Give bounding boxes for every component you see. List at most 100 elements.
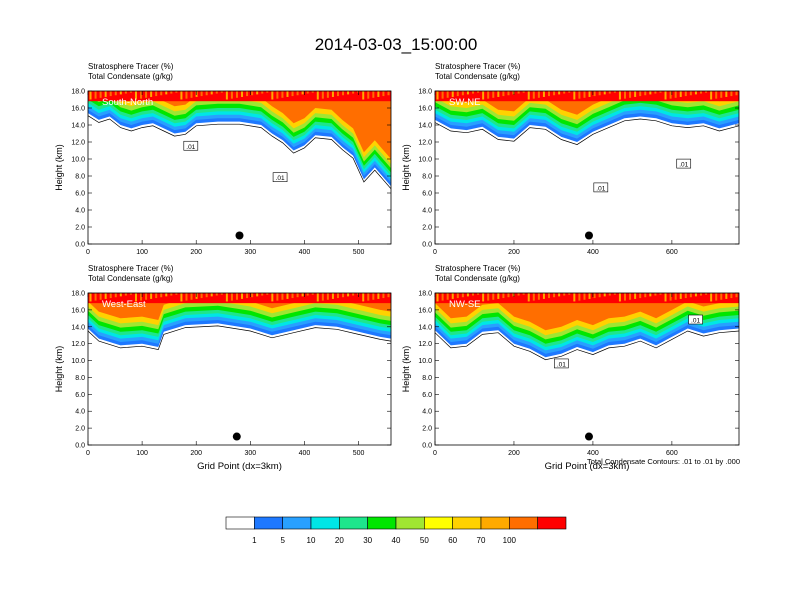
main-title: 2014-03-03_15:00:00	[315, 35, 478, 54]
contour-label-text: .01	[557, 361, 566, 368]
y-tick-label: 0.0	[75, 242, 85, 249]
location-marker	[584, 231, 593, 240]
contour-label: .01	[676, 158, 692, 169]
colorbar-swatch	[424, 516, 453, 530]
y-tick-label: 0.0	[422, 443, 432, 450]
colorbar-swatch	[509, 516, 538, 530]
y-tick-label: 0.0	[75, 443, 85, 450]
y-tick-label: 16.0	[418, 307, 432, 314]
colorbar-swatch	[339, 516, 368, 530]
y-tick-label: 18.0	[71, 291, 85, 298]
y-tick-label: 8.0	[75, 174, 85, 181]
panel-label: NW-SE	[449, 299, 481, 310]
tracer-field	[88, 91, 391, 190]
x-tick-label: 200	[190, 249, 202, 256]
y-tick-label: 10.0	[71, 358, 85, 365]
contour-label: .01	[688, 314, 703, 325]
y-tick-label: 18.0	[418, 291, 432, 298]
y-tick-label: 10.0	[71, 157, 85, 164]
y-tick-label: 4.0	[422, 208, 432, 215]
colorbar-label: 20	[335, 536, 344, 545]
x-tick-label: 0	[86, 450, 90, 457]
y-tick-label: 2.0	[422, 225, 432, 232]
colorbar-swatch	[537, 516, 567, 530]
contour-label-box	[183, 140, 199, 151]
tracer-field	[435, 293, 739, 361]
contour-label-text: .01	[276, 175, 285, 182]
condensate-contour	[435, 330, 739, 361]
panel-west-east: 0.0 2.0 4.0 6.0 8.0 10.0 12.0 14.0 16.0 18.0 0 100 2…	[54, 264, 392, 472]
colorbar-labels: 1 5 10 20 30 40 50 60 70 100	[252, 536, 516, 545]
panel-heading-condensate: Total Condensate (g/kg)	[88, 72, 173, 81]
condensate-contour	[435, 118, 739, 145]
y-tick-label: 16.0	[71, 106, 85, 113]
x-tick-label: 200	[508, 249, 520, 256]
y-tick-label: 14.0	[418, 123, 432, 130]
plot-frame	[87, 292, 392, 446]
colorbar-swatch	[225, 516, 255, 530]
panel-nw-se: .01 .01 0.0 2.0 4.0 6.0 8.0 10.0 12.0 14.0 16.0 18.…	[401, 264, 740, 472]
colorbar-swatch	[282, 516, 312, 530]
x-tick-label: 400	[299, 249, 311, 256]
tracer-band	[88, 91, 391, 165]
y-tick-label: 12.0	[418, 341, 432, 348]
panels: .01 .01 0.0 2.0 4.0 6.0 8.0 10.0 12.0 14.0 16.0 18.…	[54, 62, 740, 472]
tracer-band-top	[88, 91, 391, 102]
panel-label: South-North	[102, 97, 153, 108]
colorbar-label: 100	[503, 536, 517, 545]
contour-label-text: .01	[596, 185, 605, 192]
y-axis-label: Height (km)	[54, 346, 64, 393]
y-tick-label: 4.0	[422, 409, 432, 416]
y-tick-label: 8.0	[422, 174, 432, 181]
location-marker	[232, 432, 241, 441]
y-tick-label: 12.0	[71, 140, 85, 147]
y-tick-label: 2.0	[422, 426, 432, 433]
colorbar-label: 50	[420, 536, 429, 545]
location-marker	[584, 432, 593, 441]
colorbar-swatch	[310, 516, 340, 530]
y-tick-label: 6.0	[75, 392, 85, 399]
y-tick-label: 0.0	[422, 242, 432, 249]
y-tick-label: 16.0	[418, 106, 432, 113]
y-tick-label: 2.0	[75, 426, 85, 433]
panel-heading-condensate: Total Condensate (g/kg)	[435, 72, 520, 81]
contour-label-box	[554, 358, 569, 369]
tracer-band-top	[435, 91, 739, 102]
panel-heading-tracer: Stratosphere Tracer (%)	[435, 62, 521, 71]
y-tick-label: 12.0	[71, 341, 85, 348]
colorbar-swatch	[367, 516, 397, 530]
panel-heading-tracer: Stratosphere Tracer (%)	[88, 264, 174, 273]
x-tick-label: 200	[508, 450, 520, 457]
panel-heading-tracer: Stratosphere Tracer (%)	[435, 264, 521, 273]
panel-sw-ne: .01 .01 0.0 2.0 4.0 6.0 8.0 10.0 12.0 14.0 16.0 18.…	[401, 62, 740, 256]
colorbar-swatch	[254, 516, 283, 530]
y-axis-label: Height (km)	[401, 144, 411, 191]
contour-label-text: .01	[679, 162, 688, 169]
y-tick-label: 2.0	[75, 225, 85, 232]
y-axis-label: Height (km)	[54, 144, 64, 191]
panel-label: SW-NE	[449, 97, 481, 108]
y-tick-label: 10.0	[418, 157, 432, 164]
x-tick-label: 0	[433, 450, 437, 457]
x-tick-label: 400	[299, 450, 311, 457]
contour-note: Total Condensate Contours: .01 to .01 by…	[587, 457, 740, 466]
condensate-contour	[88, 115, 391, 190]
tracer-field	[88, 293, 391, 351]
x-tick-label: 100	[136, 249, 148, 256]
condensate-contour	[88, 325, 391, 351]
y-tick-label: 6.0	[422, 191, 432, 198]
x-axis-label: Grid Point (dx=3km)	[545, 461, 630, 472]
x-tick-label: 500	[353, 450, 365, 457]
x-tick-label: 400	[587, 450, 599, 457]
x-tick-label: 100	[136, 450, 148, 457]
x-tick-label: 500	[353, 249, 365, 256]
x-tick-label: 300	[244, 450, 256, 457]
y-axis-label: Height (km)	[401, 346, 411, 393]
panel-label: West-East	[102, 299, 146, 310]
panel-heading-condensate: Total Condensate (g/kg)	[88, 274, 173, 283]
x-tick-label: 200	[190, 450, 202, 457]
colorbar-label: 10	[307, 536, 316, 545]
x-tick-label: 400	[587, 249, 599, 256]
x-tick-label: 0	[86, 249, 90, 256]
y-tick-label: 16.0	[71, 307, 85, 314]
